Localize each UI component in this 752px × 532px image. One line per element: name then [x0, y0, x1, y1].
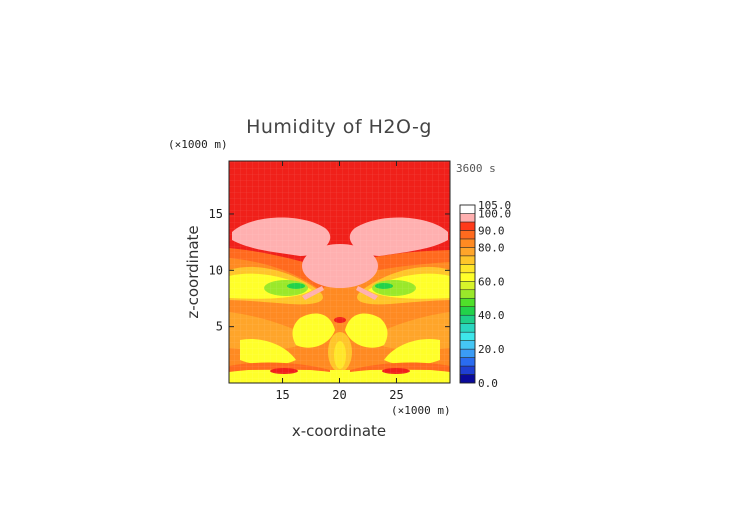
colorbar-band — [459, 213, 476, 223]
colorbar-label: 20.0 — [478, 343, 505, 356]
time-label: 3600 s — [456, 162, 496, 175]
colorbar-label: 90.0 — [478, 224, 505, 237]
contour-field — [229, 161, 450, 383]
colorbar-band — [459, 221, 476, 231]
colorbar-band — [459, 238, 476, 248]
y-axis-unit: (×1000 m) — [168, 138, 228, 151]
colorbar-label: 40.0 — [478, 309, 505, 322]
y-axis: 5 10 15 — [209, 207, 450, 334]
colorbar-band — [459, 323, 476, 333]
colorbar-label: 0.0 — [478, 377, 498, 390]
colorbar-band — [459, 314, 476, 324]
colorbar-band — [459, 365, 476, 375]
colorbar-band — [459, 331, 476, 341]
colorbar-band — [459, 297, 476, 307]
colorbar-band — [459, 272, 476, 282]
x-axis-unit: (×1000 m) — [391, 404, 451, 417]
colorbar-band — [459, 306, 476, 316]
x-axis: 15 20 25 — [275, 161, 404, 402]
y-tick-label: 10 — [209, 263, 223, 277]
y-axis-label: z-coordinate — [184, 225, 202, 318]
colorbar-band — [459, 255, 476, 265]
colorbar-band — [459, 340, 476, 350]
x-tick-label: 20 — [332, 388, 346, 402]
colorbar-band — [459, 230, 476, 240]
colorbar-band — [459, 281, 476, 291]
colorbar-frame — [459, 204, 476, 384]
x-tick-label: 15 — [275, 388, 289, 402]
colorbar-band — [459, 357, 476, 367]
colorbar-label: 105.0 — [478, 199, 511, 212]
colorbar-band — [459, 289, 476, 299]
chart-title: Humidity of H2O-g — [246, 116, 432, 138]
x-axis-label: x-coordinate — [292, 422, 386, 440]
colorbar-label: 80.0 — [478, 241, 505, 254]
y-tick-label: 15 — [209, 207, 223, 221]
colorbar-band — [459, 374, 476, 384]
colorbar-label: 100.0 — [478, 207, 511, 220]
colorbar-band — [459, 348, 476, 358]
y-tick-label: 5 — [216, 320, 223, 334]
colorbar-band — [459, 204, 476, 214]
x-tick-label: 25 — [389, 388, 403, 402]
colorbar-band — [459, 247, 476, 257]
colorbar-band — [459, 264, 476, 274]
field-mesh-overlay — [229, 161, 450, 383]
colorbar-label: 60.0 — [478, 275, 505, 288]
